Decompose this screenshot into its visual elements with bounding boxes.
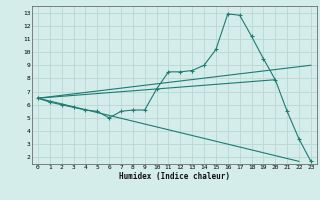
X-axis label: Humidex (Indice chaleur): Humidex (Indice chaleur) [119, 172, 230, 181]
